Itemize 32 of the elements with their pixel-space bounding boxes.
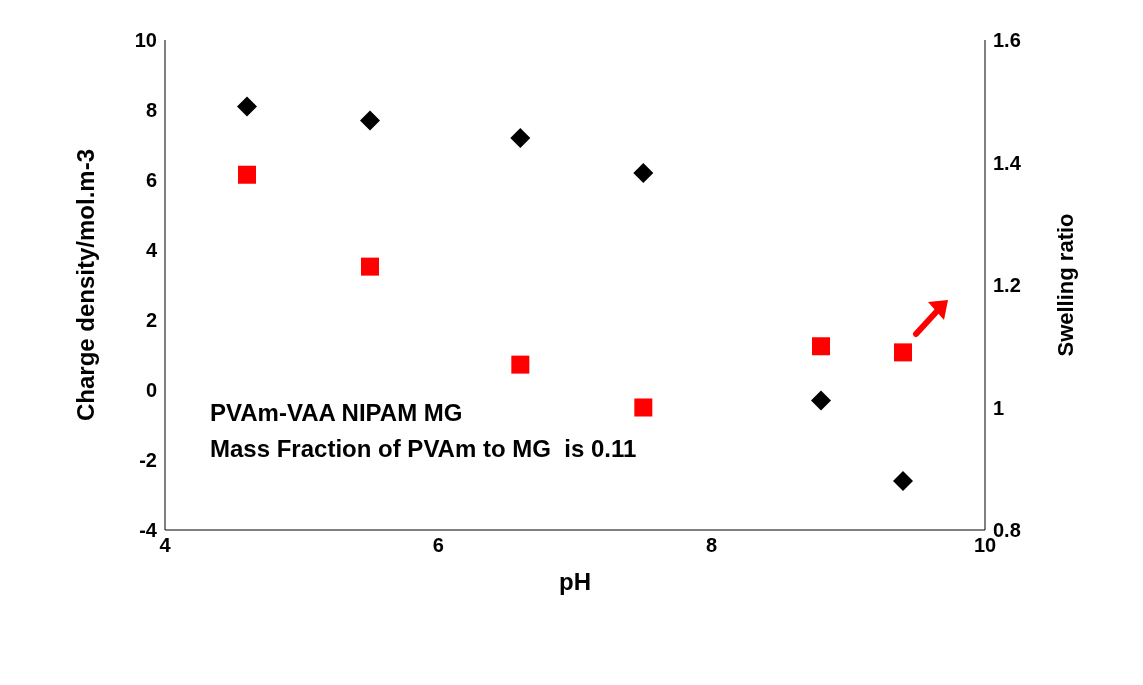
y2-axis-title: Swelling ratio — [1052, 213, 1078, 357]
point — [812, 337, 830, 356]
point — [510, 128, 531, 148]
point — [634, 398, 653, 417]
point — [511, 355, 530, 374]
y2-tick-label: 1.4 — [993, 151, 1022, 174]
point — [811, 390, 831, 411]
point — [360, 110, 380, 131]
y-axis-title: Charge density/mol.m-3 — [71, 148, 99, 422]
y2-tick-label: 1 — [993, 396, 1005, 419]
y-tick-label: 2 — [145, 309, 157, 332]
y2-tick-label: 1.2 — [993, 274, 1021, 297]
x-tick-label: 6 — [432, 534, 444, 557]
y-tick-label: 0 — [145, 379, 157, 402]
y-tick-label: -2 — [139, 449, 157, 472]
y-tick-label: 10 — [134, 29, 157, 52]
point — [361, 257, 379, 276]
y-tick-label: -4 — [139, 519, 158, 542]
x-axis-title: pH — [559, 568, 591, 595]
y-tick-label: 6 — [145, 169, 157, 192]
y2-tick-label: 1.6 — [993, 29, 1021, 52]
x-tick-label: 8 — [706, 534, 718, 557]
y-tick-label: 4 — [145, 239, 158, 262]
point — [893, 471, 913, 491]
annotation: PVAm-VAA NIPAM MG — [210, 398, 464, 428]
y-tick-label: 8 — [145, 99, 157, 122]
point — [894, 343, 912, 362]
point — [237, 96, 257, 117]
point — [238, 165, 256, 184]
x-tick-label: 4 — [159, 534, 172, 557]
point — [633, 163, 654, 183]
annotation: Mass Fraction of PVAm to MG is 0.11 — [210, 434, 637, 464]
